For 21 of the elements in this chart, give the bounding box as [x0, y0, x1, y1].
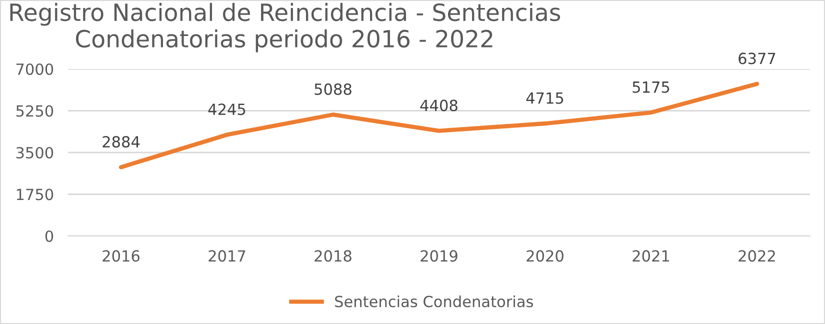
- data-label: 4245: [208, 104, 246, 116]
- data-label: 5088: [314, 83, 352, 95]
- data-label: 5175: [632, 82, 670, 93]
- y-tick-label: 1750: [16, 188, 54, 200]
- data-label: 4715: [526, 92, 564, 104]
- x-tick-label: 2017: [208, 250, 246, 262]
- x-tick-label: 2022: [738, 250, 775, 262]
- x-tick-label: 2018: [314, 250, 352, 262]
- y-tick-label: 3500: [16, 146, 54, 159]
- y-tick-label: 0: [45, 230, 54, 242]
- x-tick-label: 2019: [420, 250, 458, 262]
- data-label: 4408: [420, 100, 458, 112]
- x-tick-label: 2020: [526, 250, 564, 262]
- x-tick-label: 2016: [102, 250, 140, 262]
- y-tick-label: 7000: [16, 63, 54, 76]
- y-tick-label: 5250: [16, 105, 54, 117]
- legend-label: Sentencias Condenatorias: [335, 295, 533, 308]
- chart-title: Registro Nacional de Reincidencia - Sentencias Condenatorias periodo 2016 - 2022: [10, 2, 560, 52]
- data-label: 2884: [102, 136, 140, 148]
- x-tick-label: 2021: [632, 250, 670, 262]
- data-label: 6377: [738, 52, 776, 64]
